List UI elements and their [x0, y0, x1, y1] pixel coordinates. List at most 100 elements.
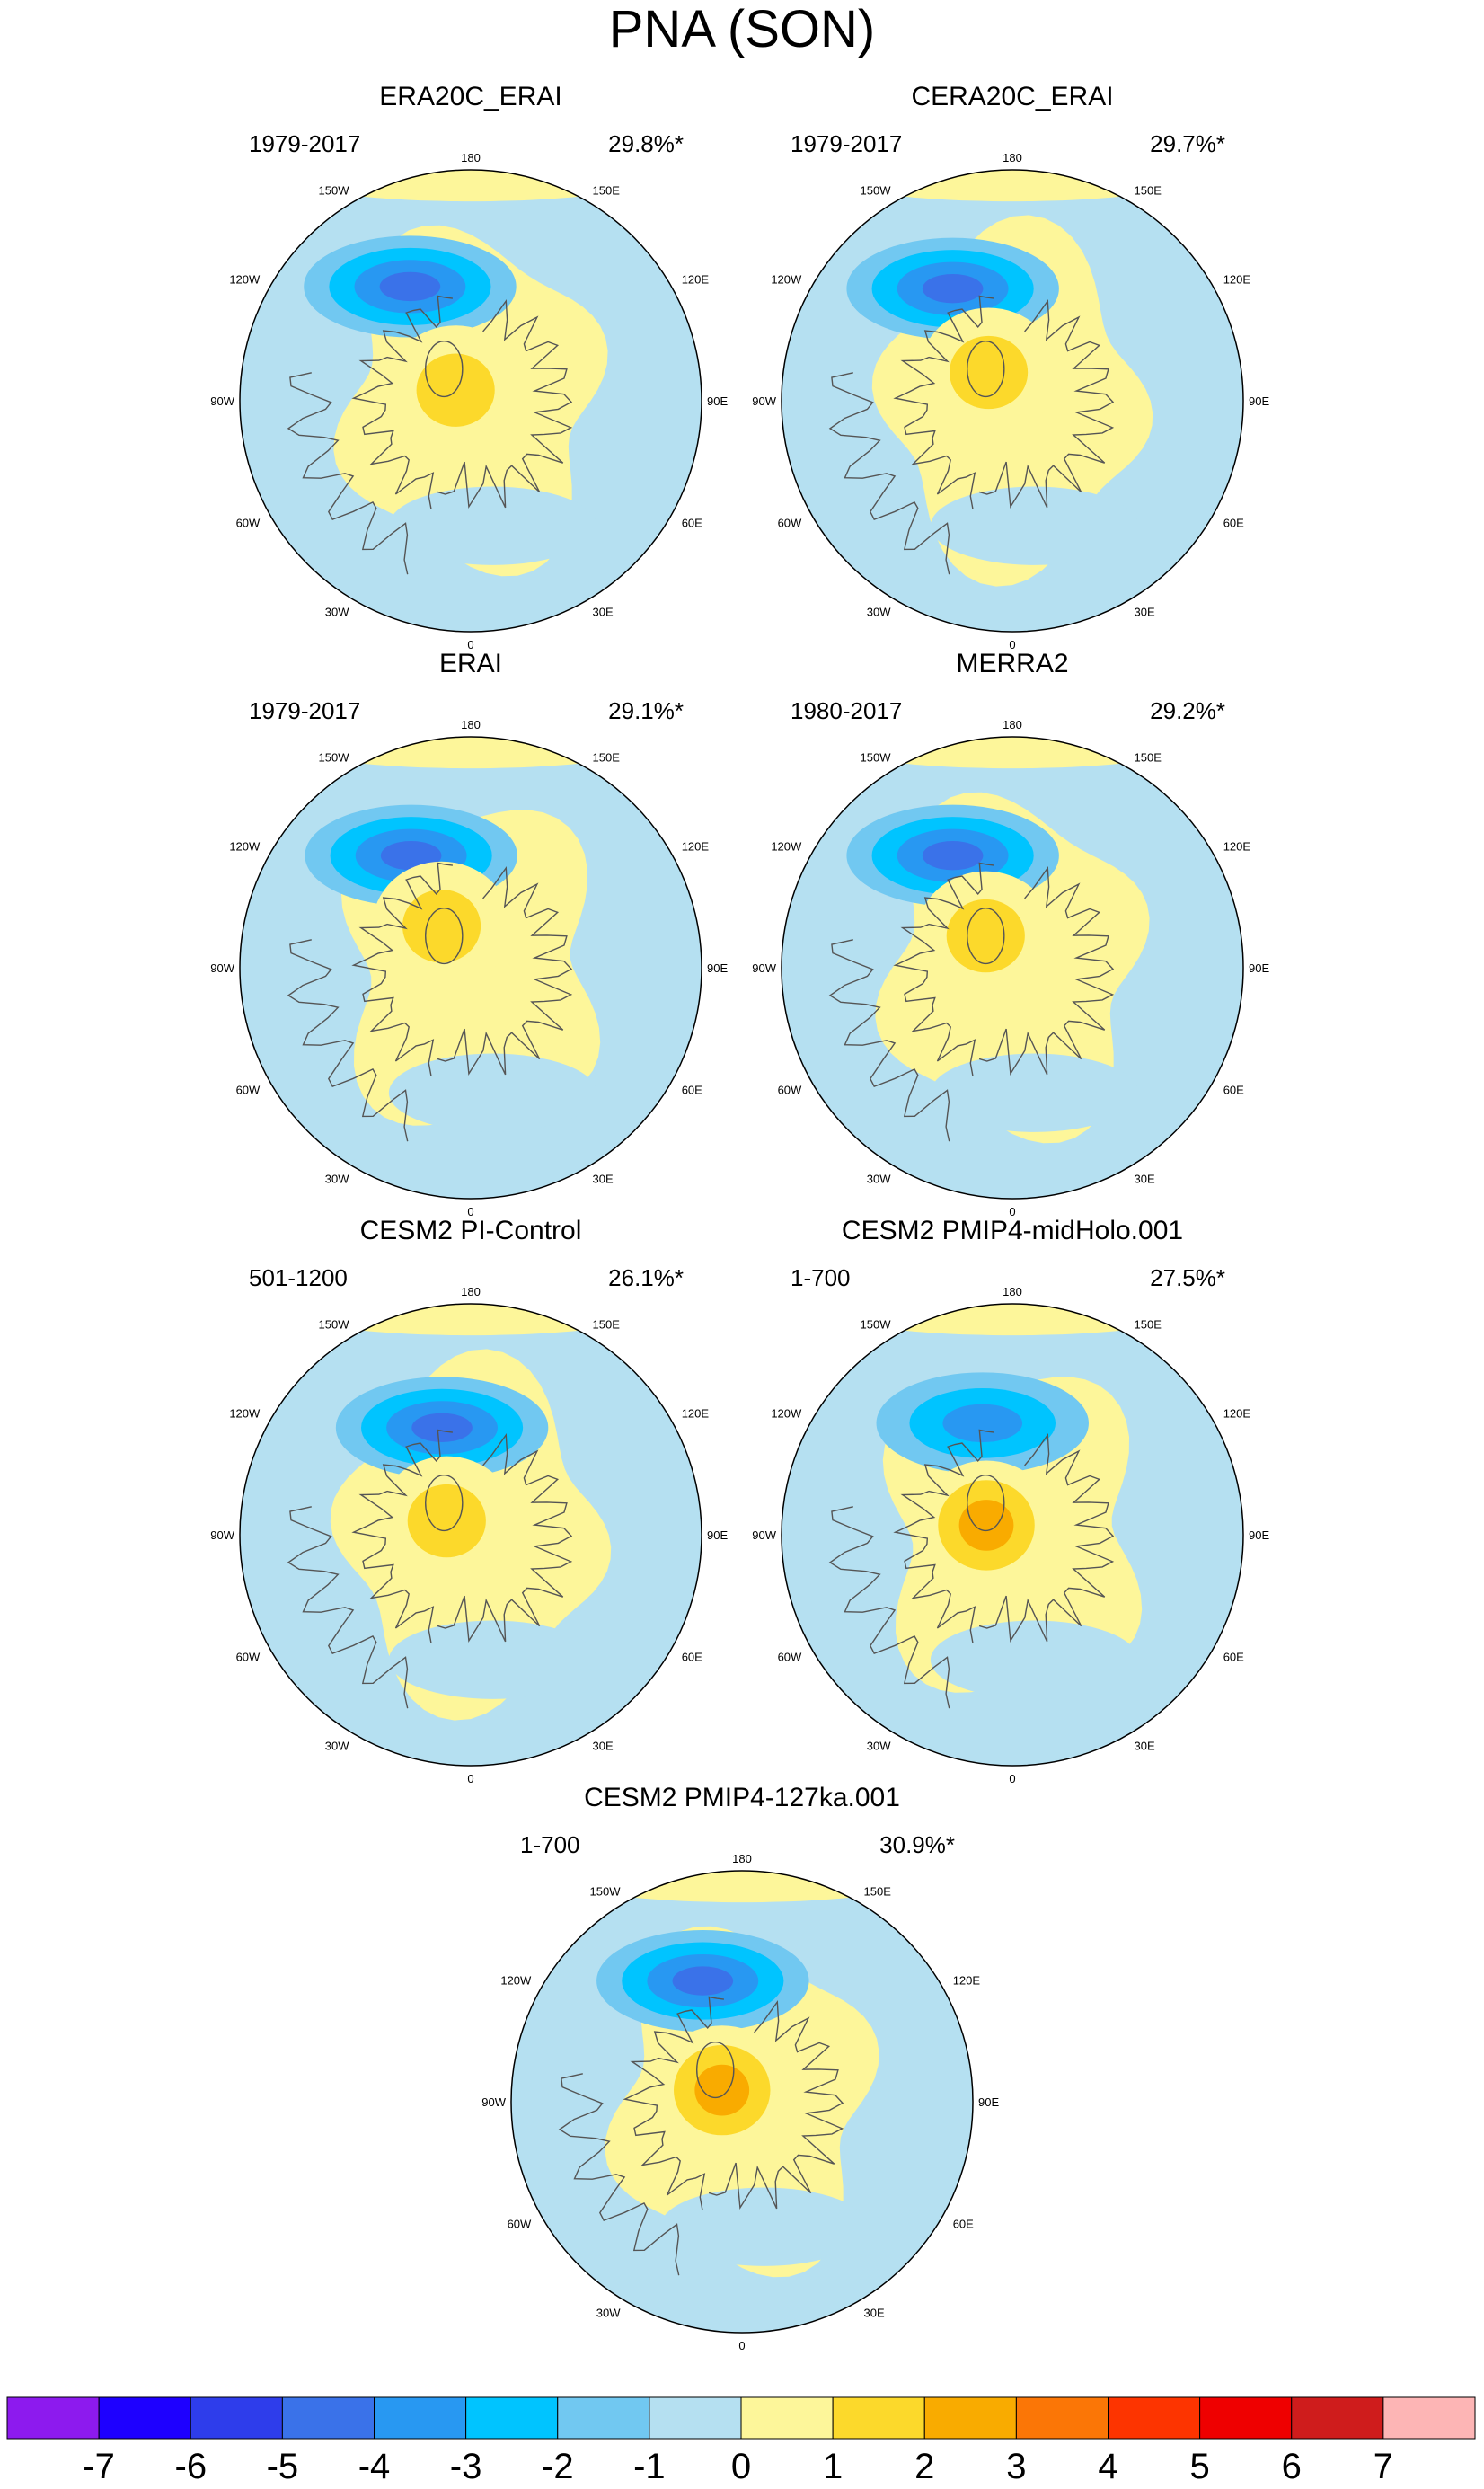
- colorbar-box: [923, 2396, 1017, 2440]
- colorbar-tick-label: -2: [542, 2447, 574, 2486]
- negative-contour: [411, 1413, 473, 1442]
- lon-tick-label: 60W: [508, 2218, 532, 2231]
- lon-tick-label: 0: [467, 638, 473, 651]
- lon-tick-label: 60E: [1223, 1651, 1244, 1664]
- colorbar-tick-label: 6: [1282, 2447, 1302, 2486]
- colorbar-box: [557, 2396, 650, 2440]
- lon-tick-label: 90W: [752, 961, 776, 975]
- figure-title: PNA (SON): [609, 0, 876, 58]
- lon-tick-label: 60W: [236, 1651, 261, 1664]
- positive-contour: [402, 890, 481, 963]
- panel-period: 1980-2017: [791, 697, 902, 724]
- panel-variance: 29.2%*: [1150, 697, 1225, 724]
- map-field: [782, 737, 1243, 1199]
- lon-tick-label: 30W: [325, 1740, 349, 1753]
- map-field: [240, 1304, 702, 1766]
- panel-title: ERA20C_ERAI: [379, 82, 561, 111]
- lon-tick-label: 150E: [1135, 183, 1162, 197]
- negative-lobe: [930, 1053, 1139, 1132]
- lon-tick-label: 180: [732, 1852, 752, 1865]
- map-field: [511, 1871, 973, 2333]
- coastlines: [287, 862, 573, 1142]
- lon-tick-label: 180: [461, 151, 481, 164]
- lon-tick-label: 180: [461, 718, 481, 731]
- map-panels: 180 150E 120E 90E 60E 30E 0 30W 60W 90W 120W 150W ER…: [210, 82, 1269, 2352]
- lon-tick-label: 180: [461, 1285, 481, 1298]
- lon-tick-label: 180: [1003, 151, 1022, 164]
- lon-tick-label: 30E: [593, 606, 614, 619]
- colorbar-tick-label: -4: [358, 2447, 391, 2486]
- negative-contour: [380, 841, 442, 871]
- lon-tick-label: 150W: [319, 750, 350, 764]
- panel-period: 1-700: [791, 1264, 851, 1291]
- lon-tick-label: 30E: [593, 1173, 614, 1186]
- lon-tick-label: 180: [1003, 718, 1022, 731]
- negative-lobe: [388, 486, 597, 565]
- lon-tick-label: 120W: [500, 1974, 532, 1988]
- lon-tick-label: 60E: [953, 2218, 974, 2231]
- positive-contour: [407, 1484, 486, 1558]
- lon-tick-label: 120W: [229, 840, 261, 854]
- coastlines: [558, 1996, 844, 2276]
- panel-period: 1979-2017: [249, 130, 360, 157]
- lon-tick-label: 150E: [593, 1317, 621, 1331]
- positive-contour: [958, 1500, 1014, 1551]
- panel-period: 1979-2017: [791, 130, 902, 157]
- lon-tick-label: 60E: [682, 1651, 702, 1664]
- lon-tick-label: 90W: [752, 394, 776, 408]
- negative-contour: [379, 271, 441, 302]
- lon-tick-label: 150E: [593, 183, 621, 197]
- coastlines: [828, 1429, 1115, 1709]
- lon-tick-label: 150W: [861, 1317, 892, 1331]
- map-field: [240, 737, 702, 1199]
- map-outline: [781, 169, 1244, 633]
- colorbar-box: [465, 2396, 559, 2440]
- map-field: [240, 170, 702, 632]
- map-panel: 180 150E 120E 90E 60E 30E 0 30W 60W 90W 120W 150W CE…: [481, 1783, 999, 2352]
- lon-tick-label: 60W: [778, 1084, 802, 1097]
- lon-tick-label: 0: [1009, 1205, 1015, 1218]
- lon-tick-label: 150W: [590, 1884, 622, 1898]
- lon-tick-label: 120E: [1223, 273, 1251, 287]
- coastlines: [828, 862, 1115, 1142]
- colorbar-box: [374, 2396, 467, 2440]
- lon-tick-label: 120E: [682, 1407, 710, 1421]
- negative-contour: [922, 841, 984, 871]
- negative-contour: [942, 1404, 1023, 1443]
- lon-tick-label: 150W: [861, 183, 892, 197]
- lon-tick-label: 120W: [771, 1407, 802, 1421]
- map-outline: [781, 1303, 1244, 1767]
- lon-tick-label: 120E: [953, 1974, 981, 1988]
- lon-tick-label: 60E: [682, 517, 702, 530]
- panel-variance: 26.1%*: [608, 1264, 684, 1291]
- lon-tick-label: 90E: [1249, 394, 1269, 408]
- lon-tick-label: 30E: [593, 1740, 614, 1753]
- lon-tick-label: 150W: [319, 1317, 350, 1331]
- colorbar-tick-label: 1: [823, 2447, 843, 2486]
- colorbar-box: [1382, 2396, 1476, 2440]
- colorbar-tick-label: -5: [267, 2447, 299, 2486]
- panel-variance: 29.8%*: [608, 130, 684, 157]
- colorbar: -7 -6 -5 -4 -3 -2 -1 0 1 2 3 4 5 6 7: [6, 2396, 1476, 2486]
- panel-period: 1-700: [520, 1831, 580, 1858]
- lon-tick-label: 60E: [1223, 517, 1244, 530]
- panel-period: 1979-2017: [249, 697, 360, 724]
- colorbar-box: [1108, 2396, 1201, 2440]
- lon-tick-label: 60W: [778, 1651, 802, 1664]
- map-field: [782, 1304, 1243, 1766]
- colorbar-box: [98, 2396, 191, 2440]
- lon-tick-label: 90E: [978, 2095, 999, 2109]
- lon-tick-label: 30E: [864, 2307, 885, 2320]
- lon-tick-label: 30E: [1135, 606, 1155, 619]
- lon-tick-label: 150E: [864, 1884, 892, 1898]
- positive-contour: [694, 2064, 750, 2116]
- colorbar-box: [281, 2396, 375, 2440]
- map-panel: 180 150E 120E 90E 60E 30E 0 30W 60W 90W 120W 150W CE…: [752, 1216, 1269, 1785]
- lon-tick-label: 150W: [319, 183, 350, 197]
- lon-tick-label: 120W: [771, 273, 802, 287]
- lon-tick-label: 150E: [1135, 1317, 1162, 1331]
- lon-tick-label: 120E: [682, 273, 710, 287]
- colorbar-box: [740, 2396, 834, 2440]
- negative-lobe: [388, 1053, 597, 1132]
- map-panel: 180 150E 120E 90E 60E 30E 0 30W 60W 90W 120W 150W ER…: [210, 82, 728, 651]
